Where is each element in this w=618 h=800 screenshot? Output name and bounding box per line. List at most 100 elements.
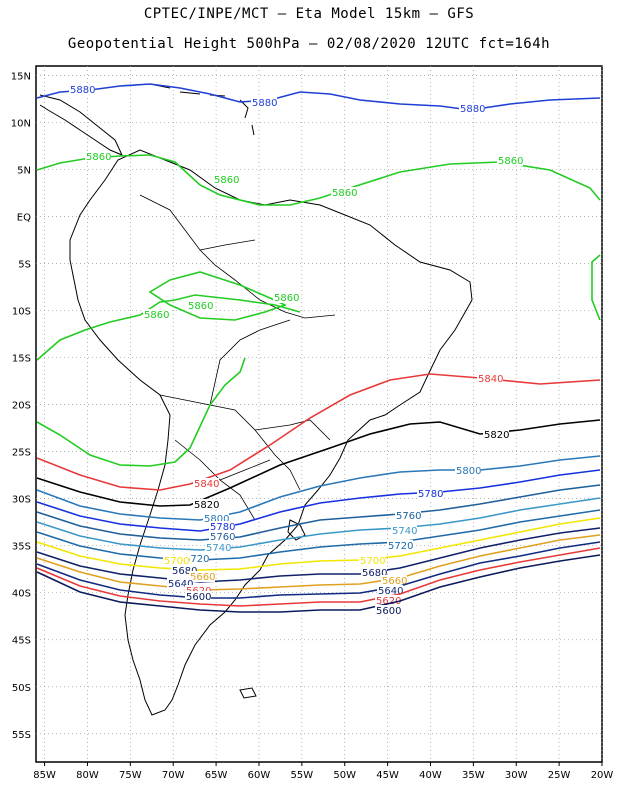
- contour-label-5760: 5760: [210, 532, 235, 543]
- contour-label-5780: 5780: [418, 489, 443, 500]
- contour-5660: [36, 534, 601, 591]
- lat-tick-label: EQ: [17, 212, 31, 223]
- contour-5600: [36, 554, 601, 613]
- contour-label-bg: [273, 292, 299, 303]
- contour-label-5680: 5680: [362, 568, 387, 579]
- contour-label-5660: 5660: [190, 572, 215, 583]
- south-america-coastline: [69, 149, 473, 716]
- lat-tick-label: 55S: [12, 730, 31, 741]
- contour-label-bg: [251, 97, 277, 108]
- contour-label-5860: 5860: [498, 156, 523, 167]
- contour-label-bg: [381, 575, 407, 586]
- contour-label-5880: 5880: [252, 98, 277, 109]
- contour-label-bg: [375, 605, 401, 616]
- contour-label-bg: [171, 565, 197, 576]
- contour-label-5880: 5880: [460, 104, 485, 115]
- lon-tick-label: 85W: [33, 770, 56, 781]
- lat-tick-label: 40S: [12, 589, 31, 600]
- lon-tick-label: 50W: [333, 770, 356, 781]
- contour-label-bg: [395, 510, 421, 521]
- lon-tick-label: 20W: [591, 770, 614, 781]
- contour-5840: [36, 373, 601, 491]
- contour-label-bg: [203, 513, 229, 524]
- contour-5860: [591, 254, 601, 321]
- contour-label-bg: [183, 553, 209, 564]
- contour-label-5740: 5740: [392, 526, 417, 537]
- contour-5860: [36, 357, 246, 467]
- lon-tick-label: 40W: [419, 770, 442, 781]
- contour-5700: [36, 517, 601, 571]
- contour-label-bg: [391, 525, 417, 536]
- contour-5860: [36, 294, 301, 361]
- contour-label-bg: [377, 585, 403, 596]
- chart-subtitle: Geopotential Height 500hPa – 02/08/2020 …: [67, 36, 551, 52]
- lon-tick-label: 65W: [205, 770, 228, 781]
- contour-label-5620: 5620: [376, 596, 401, 607]
- lon-tick-label: 80W: [76, 770, 99, 781]
- contour-label-bg: [387, 540, 413, 551]
- contour-label-5860: 5860: [214, 175, 239, 186]
- lon-tick-label: 35W: [462, 770, 485, 781]
- contour-label-bg: [209, 521, 235, 532]
- contour-label-5720: 5720: [388, 541, 413, 552]
- contour-5860: [148, 271, 288, 321]
- contour-label-5700: 5700: [164, 556, 189, 567]
- lat-tick-label: 20S: [12, 401, 31, 412]
- contour-label-bg: [69, 84, 95, 95]
- contour-label-5700: 5700: [360, 556, 385, 567]
- contour-label-bg: [417, 488, 443, 499]
- contour-label-5740: 5740: [206, 543, 231, 554]
- continent-outline: [39, 83, 473, 716]
- contour-label-5800: 5800: [456, 466, 481, 477]
- central-america-coastline: [39, 94, 123, 156]
- lat-tick-label: 15S: [12, 354, 31, 365]
- lon-tick-label: 25W: [548, 770, 571, 781]
- contour-label-bg: [459, 103, 485, 114]
- contour-label-bg: [477, 373, 503, 384]
- contour-label-bg: [209, 531, 235, 542]
- lon-tick-label: 30W: [505, 770, 528, 781]
- lon-tick-label: 60W: [248, 770, 271, 781]
- contour-label-bg: [163, 555, 189, 566]
- contour-label-bg: [483, 429, 509, 440]
- contour-label-5780: 5780: [210, 522, 235, 533]
- contour-5620: [36, 547, 601, 607]
- contour-label-bg: [205, 542, 231, 553]
- contour-label-bg: [187, 300, 213, 311]
- contour-label-bg: [143, 309, 169, 320]
- lat-tick-label: 35S: [12, 542, 31, 553]
- contour-label-5860: 5860: [86, 152, 111, 163]
- contour-5640: [36, 541, 601, 599]
- contour-label-5840: 5840: [478, 374, 503, 385]
- contour-label-bg: [185, 591, 211, 602]
- contour-label-bg: [167, 578, 193, 589]
- map-frame: [35, 65, 603, 763]
- lat-tick-label: 15N: [11, 71, 31, 82]
- contour-label-5860: 5860: [188, 301, 213, 312]
- contour-label-5860: 5860: [144, 310, 169, 321]
- contour-label-5860: 5860: [274, 293, 299, 304]
- contour-label-bg: [331, 187, 357, 198]
- contour-5800: [36, 455, 601, 521]
- contour-label-5840: 5840: [194, 479, 219, 490]
- contour-5780: [36, 469, 601, 532]
- contour-label-bg: [85, 151, 111, 162]
- contour-label-5860: 5860: [332, 188, 357, 199]
- contour-5720: [36, 509, 601, 561]
- lon-tick-label: 55W: [291, 770, 314, 781]
- contour-label-bg: [359, 555, 385, 566]
- contour-5760: [36, 484, 601, 541]
- lon-tick-label: 75W: [119, 770, 142, 781]
- contour-label-5660: 5660: [382, 576, 407, 587]
- contour-label-5880: 5880: [70, 85, 95, 96]
- contour-5680: [36, 527, 601, 583]
- contour-label-5720: 5720: [184, 554, 209, 565]
- contour-label-5640: 5640: [378, 586, 403, 597]
- lat-tick-label: 25S: [12, 448, 31, 459]
- contour-label-5820: 5820: [484, 430, 509, 441]
- lat-tick-label: 10N: [11, 118, 31, 129]
- contour-lines: 5880 5880 5880 5860 5860 5860 5860 5860 5860 5860…: [36, 83, 601, 617]
- lon-tick-label: 70W: [162, 770, 185, 781]
- lon-tick-label: 45W: [376, 770, 399, 781]
